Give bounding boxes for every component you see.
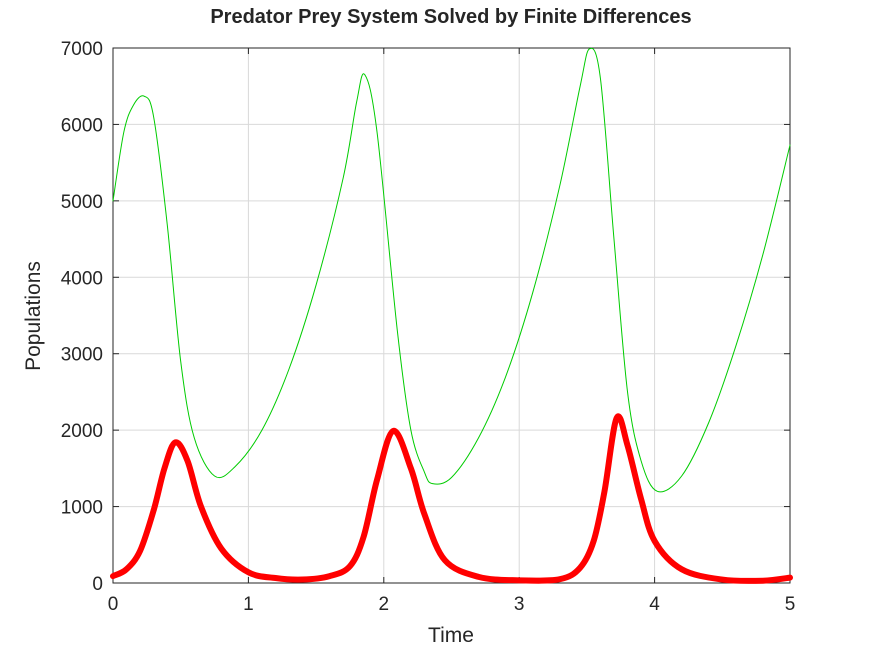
y-tick-label: 0 (92, 574, 103, 595)
x-tick-label: 0 (108, 594, 119, 615)
grid-layer (113, 48, 790, 583)
series-layer (110, 47, 793, 584)
y-tick-label: 5000 (61, 192, 103, 213)
plot-frame (112, 47, 791, 584)
y-tick-label: 6000 (61, 115, 103, 136)
y-tick-label: 2000 (61, 421, 103, 442)
x-axis-label: Time (428, 624, 474, 647)
x-tick-label: 2 (379, 594, 390, 615)
tick-layer: 0 1 2 3 4 5 0 1000 2000 3000 4000 5000 6000 7000 (61, 39, 796, 615)
y-tick-label: 7000 (61, 39, 103, 60)
y-axis-label: Populations (22, 261, 45, 371)
chart-title: Predator Prey System Solved by Finite Di… (210, 6, 691, 28)
x-tick-label: 5 (785, 594, 796, 615)
y-tick-label: 1000 (61, 498, 103, 519)
y-tick-label: 4000 (61, 268, 103, 289)
series-line-red (110, 413, 793, 584)
x-tick-label: 4 (649, 594, 660, 615)
x-tick-label: 3 (514, 594, 525, 615)
y-tick-label: 3000 (61, 345, 103, 366)
series-line-green (112, 47, 791, 493)
x-tick-label: 1 (243, 594, 254, 615)
